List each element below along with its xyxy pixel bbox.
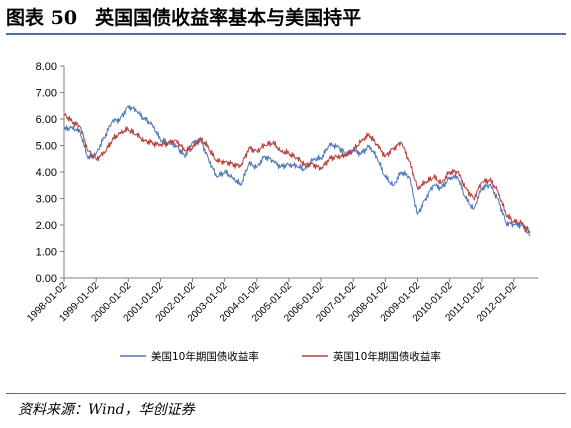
series-layer [63, 105, 531, 237]
y-tick-label: 6.00 [36, 114, 57, 126]
series-line-1 [63, 105, 531, 237]
y-tick-label: 3.00 [36, 194, 57, 206]
legend: 美国10年期国债收益率 英国10年期国债收益率 [120, 350, 441, 363]
y-tick-label: 0.00 [36, 273, 57, 285]
axes: 0.001.002.003.004.005.006.007.008.001998… [25, 61, 538, 324]
y-tick-label: 8.00 [36, 61, 57, 73]
y-tick-label: 2.00 [36, 220, 57, 232]
legend-label-1: 美国10年期国债收益率 [151, 350, 259, 363]
y-tick-label: 4.00 [36, 167, 57, 179]
title-rule [6, 33, 566, 35]
source-note: 资料来源：Wind，华创证券 [18, 402, 195, 418]
y-tick-label: 7.00 [36, 88, 57, 100]
source-rule [6, 393, 566, 394]
figure-number: 图表 50 [6, 7, 78, 29]
yield-chart: 0.00 1.00 2.00 3.00 4.00 5.00 6.00 7.00 8.00 1998… [0, 38, 571, 388]
series-line-2 [63, 113, 531, 234]
figure-title: 图表 50 英国国债收益率基本与美国持平 [6, 5, 566, 31]
y-tick-label: 1.00 [36, 247, 57, 259]
yield-chart-svg: 0.001.002.003.004.005.006.007.008.001998… [25, 61, 538, 363]
figure-title-text: 英国国债收益率基本与美国持平 [95, 7, 362, 29]
legend-label-2: 英国10年期国债收益率 [333, 350, 441, 363]
y-tick-label: 5.00 [36, 141, 57, 153]
